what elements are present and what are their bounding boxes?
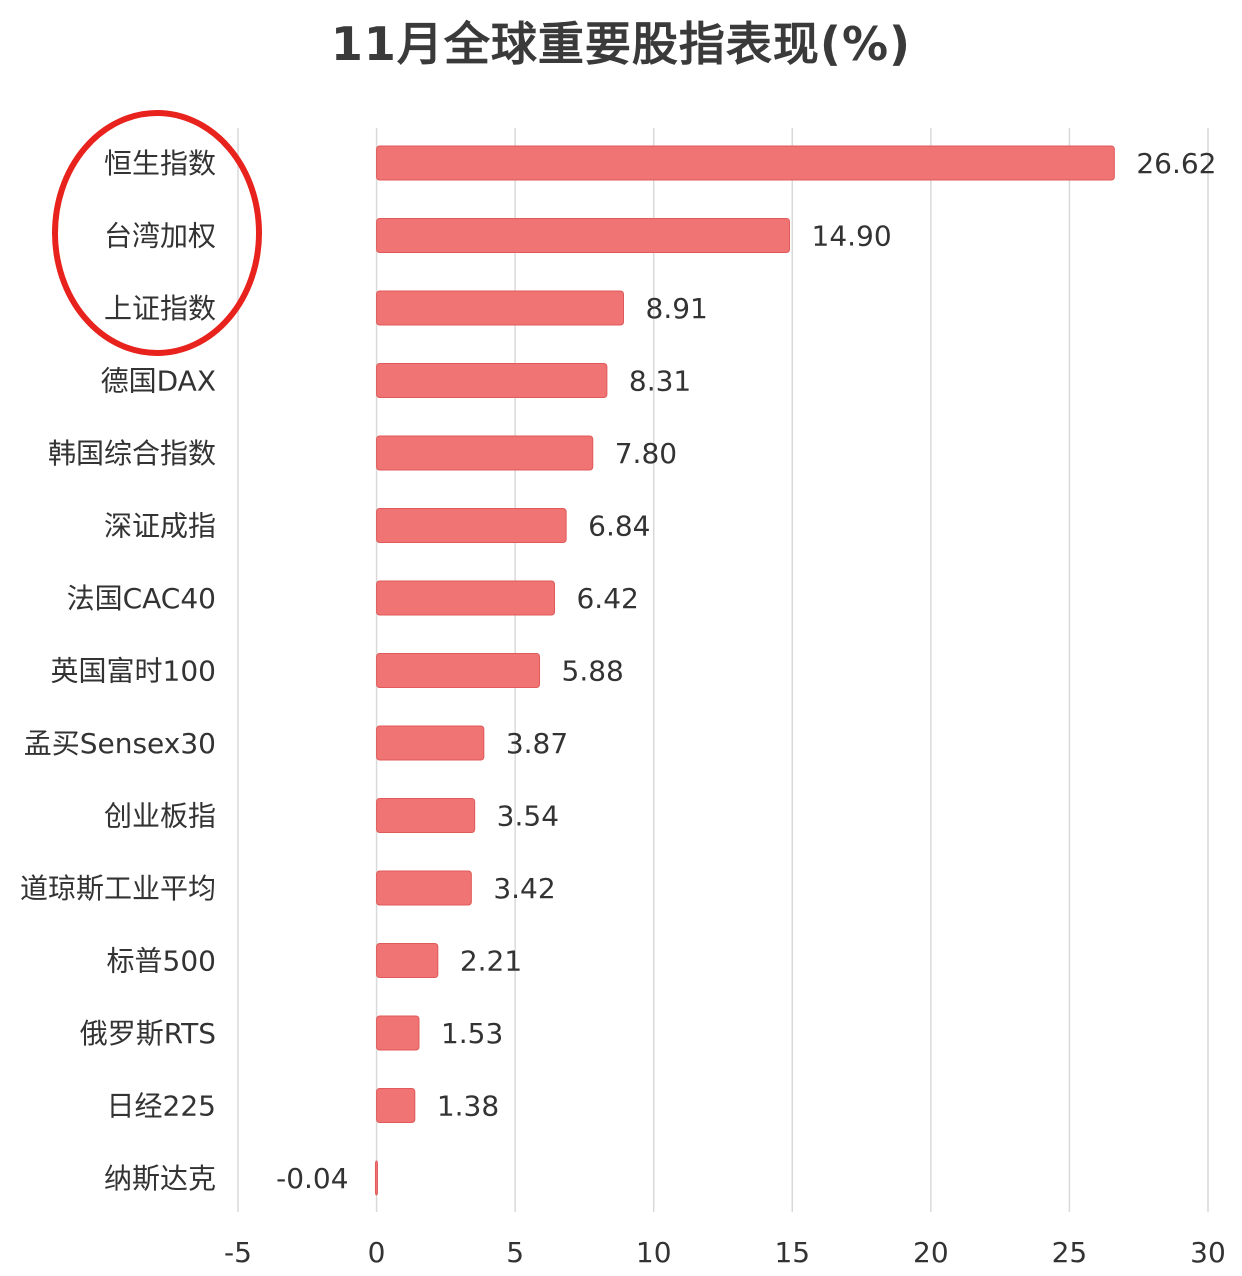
category-label: 德国DAX xyxy=(101,365,216,398)
label-layer: 恒生指数 26.62 台湾加权 14.90 上证指数 8.91 德国DAX 8.31 韩国综合指… xyxy=(20,147,1217,1195)
category-label: 日经225 xyxy=(107,1090,216,1123)
x-tick-label: 30 xyxy=(1190,1236,1226,1269)
bar xyxy=(376,798,476,833)
x-tick-label: 25 xyxy=(1052,1236,1088,1269)
category-label: 孟买Sensex30 xyxy=(24,727,216,760)
category-label: 台湾加权 xyxy=(104,220,216,253)
bar xyxy=(376,725,485,761)
category-label: 韩国综合指数 xyxy=(48,437,216,470)
value-label: 14.90 xyxy=(812,220,892,253)
bar xyxy=(376,943,439,978)
chart-title: 11月全球重要股指表现(%) xyxy=(330,17,912,71)
value-label: 1.53 xyxy=(441,1017,503,1050)
value-label: 8.91 xyxy=(646,292,708,325)
value-label: 3.54 xyxy=(497,800,559,833)
bar xyxy=(376,435,594,471)
value-label: 6.42 xyxy=(576,582,638,615)
x-tick-label: 10 xyxy=(636,1236,672,1269)
value-label: -0.04 xyxy=(276,1162,348,1195)
bar xyxy=(376,870,472,906)
category-label: 恒生指数 xyxy=(104,147,216,180)
value-label: 7.80 xyxy=(615,437,677,470)
bar xyxy=(376,363,608,398)
highlight-layer xyxy=(52,110,262,356)
category-label: 深证成指 xyxy=(104,510,216,543)
x-tick-label: 0 xyxy=(368,1236,386,1269)
bar xyxy=(376,218,791,253)
bar xyxy=(376,145,1115,181)
x-tick-label: -5 xyxy=(224,1236,252,1269)
bar xyxy=(376,508,567,543)
bar xyxy=(376,1015,420,1051)
bar xyxy=(376,580,555,616)
category-label: 创业板指 xyxy=(104,800,216,833)
bar-layer xyxy=(374,145,1115,1196)
highlight-ellipse xyxy=(52,110,262,356)
category-label: 法国CAC40 xyxy=(67,582,216,615)
bar xyxy=(376,1088,416,1123)
x-tick-label: 15 xyxy=(774,1236,810,1269)
category-label: 上证指数 xyxy=(104,292,216,325)
value-label: 3.42 xyxy=(493,872,555,905)
value-label: 2.21 xyxy=(460,945,522,978)
x-tick-label: 5 xyxy=(506,1236,524,1269)
value-label: 3.87 xyxy=(506,727,568,760)
value-label: 1.38 xyxy=(437,1090,499,1123)
value-label: 8.31 xyxy=(629,365,691,398)
value-label: 26.62 xyxy=(1136,147,1216,180)
bar xyxy=(376,653,541,688)
value-label: 5.88 xyxy=(562,655,624,688)
category-label: 俄罗斯RTS xyxy=(80,1017,216,1050)
value-label: 6.84 xyxy=(588,510,650,543)
tick-layer: -5 0 5 10 15 20 25 30 xyxy=(224,1236,1226,1269)
bar xyxy=(374,1160,378,1196)
x-tick-label: 20 xyxy=(913,1236,949,1269)
category-label: 道琼斯工业平均 xyxy=(20,872,216,905)
bar xyxy=(376,290,625,326)
category-label: 标普500 xyxy=(107,945,216,978)
category-label: 英国富时100 xyxy=(51,655,216,688)
category-label: 纳斯达克 xyxy=(104,1162,216,1195)
